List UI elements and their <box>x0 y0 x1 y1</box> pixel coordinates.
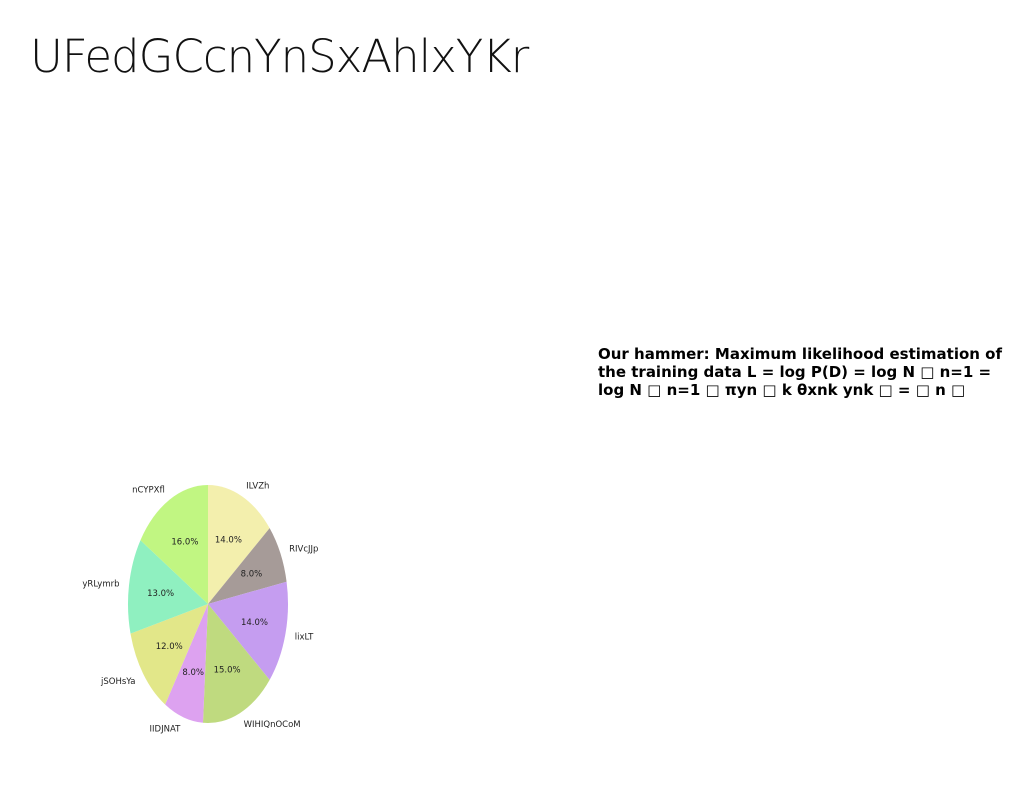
pie-slice-lixLT <box>208 581 288 680</box>
slide-title: UFedGCcnYnSxAhlxYKr <box>30 30 529 83</box>
pie-pct-label: 8.0% <box>182 668 204 678</box>
pie-category-label: lixLT <box>295 633 314 643</box>
pie-pct-label: 16.0% <box>171 537 198 547</box>
pie-category-label: yRLymrb <box>82 580 119 590</box>
pie-slice-jSOHsYa <box>130 604 208 705</box>
pie-slice-ILVZh <box>208 485 270 604</box>
pie-pct-label: 14.0% <box>241 618 268 628</box>
pie-slice-WIHIQnOCoM <box>202 604 270 724</box>
body-text: Our hammer: Maximum likelihood estimatio… <box>598 345 1003 399</box>
pie-pct-label: 8.0% <box>241 570 263 580</box>
pie-chart-svg: 14.0% ILVZh 8.0% RIVcJJp 14.0% lixLT 15.0% WIHI… <box>82 482 318 735</box>
pie-slice-yRLymrb <box>127 540 208 634</box>
pie-category-label: RIVcJJp <box>289 544 318 554</box>
pie-chart: 14.0% ILVZh 8.0% RIVcJJp 14.0% lixLT 15.0% WIHI… <box>60 470 360 750</box>
pie-slice-RIVcJJp <box>208 528 287 604</box>
pie-category-label: jSOHsYa <box>100 677 136 687</box>
pie-category-label: IIDJNAT <box>150 725 182 735</box>
pie-pct-label: 15.0% <box>214 666 241 676</box>
pie-slice-nCYPXfl <box>140 485 208 604</box>
pie-category-label: nCYPXfl <box>132 485 165 495</box>
pie-pct-label: 12.0% <box>156 642 183 652</box>
pie-category-label: WIHIQnOCoM <box>244 720 301 730</box>
pie-pct-label: 13.0% <box>147 589 174 599</box>
pie-slice-IIDJNAT <box>165 604 208 723</box>
pie-pct-label: 14.0% <box>215 535 242 545</box>
pie-category-label: ILVZh <box>246 482 269 492</box>
